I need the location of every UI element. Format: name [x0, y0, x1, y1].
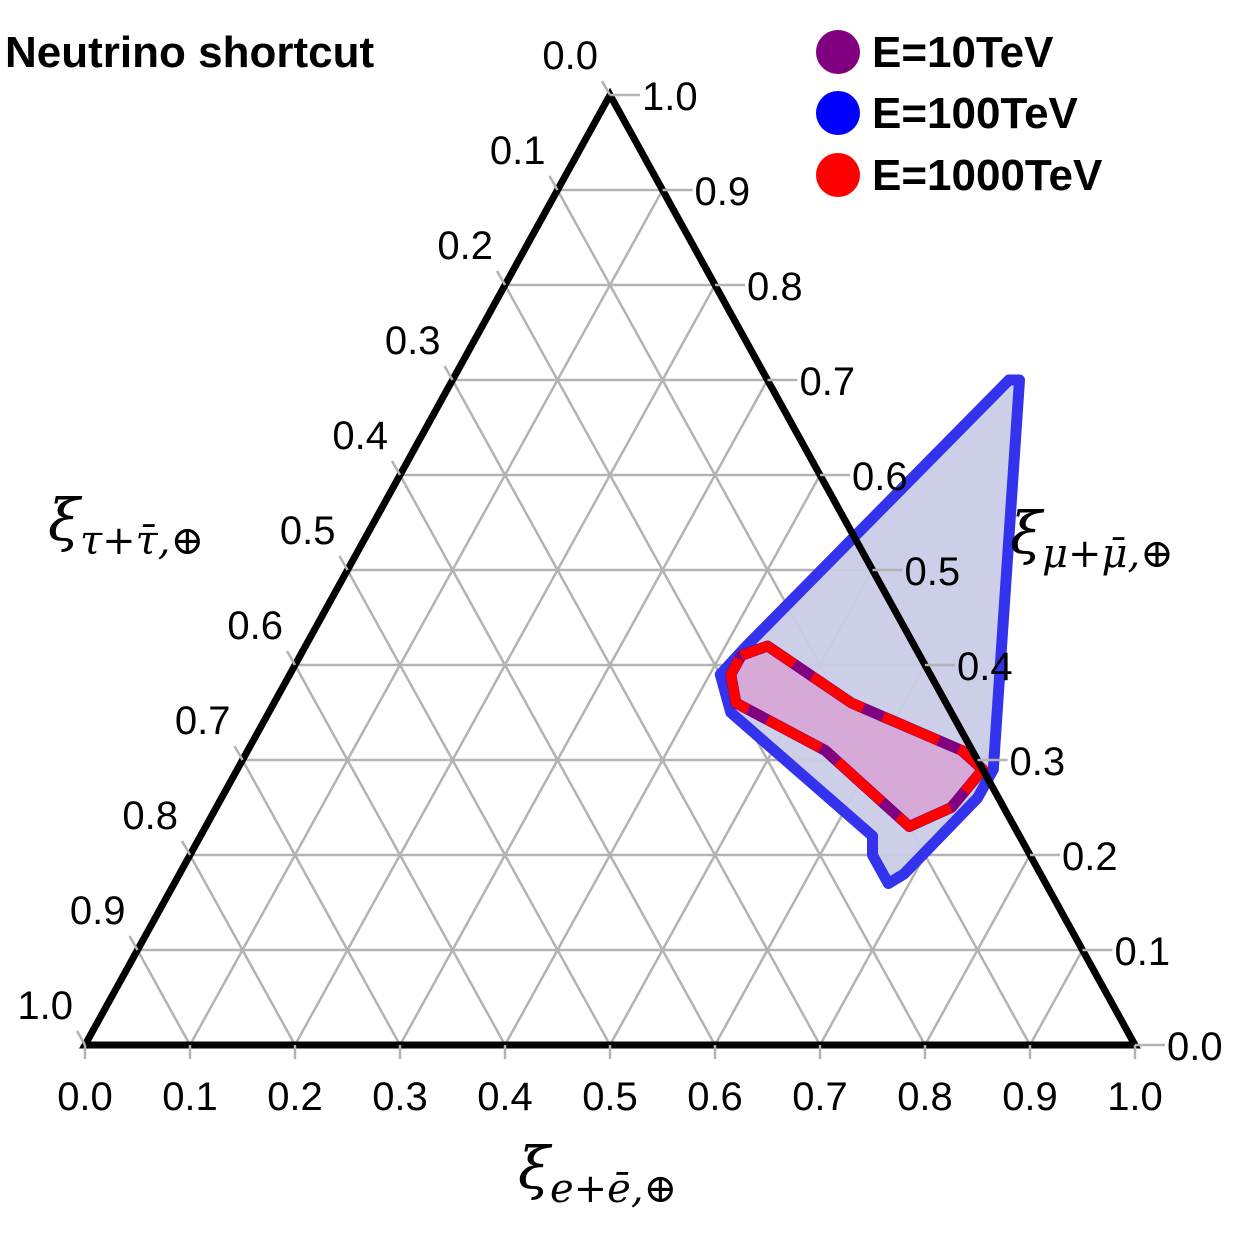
legend-swatch-100tev — [816, 91, 860, 135]
bottom-tick-label: 0.5 — [582, 1075, 638, 1119]
chart-title: Neutrino shortcut — [5, 28, 374, 77]
bottom-tick-label: 1.0 — [1107, 1075, 1163, 1119]
bottom-tick-label: 0.1 — [162, 1075, 218, 1119]
legend-label-1000tev: E=1000TeV — [872, 151, 1103, 200]
bottom-tick-label: 0.0 — [57, 1075, 113, 1119]
bottom-tick-label: 0.8 — [897, 1075, 953, 1119]
left-tick-label: 0.3 — [385, 319, 441, 363]
left-tick — [338, 555, 349, 571]
grid-line — [346, 569, 612, 1046]
grid-line — [188, 854, 297, 1046]
legend: E=10TeV E=100TeV E=1000TeV — [816, 28, 1103, 200]
left-tick — [128, 935, 139, 951]
grid-line — [241, 759, 402, 1046]
left-tick-label: 0.9 — [70, 889, 126, 933]
left-tick — [75, 1030, 87, 1046]
legend-item-1000tev: E=1000TeV — [816, 151, 1103, 200]
grid-line — [188, 189, 664, 1046]
left-tick-label: 0.0 — [542, 34, 598, 78]
bottom-tick-label: 0.6 — [687, 1075, 743, 1119]
bottom-tick-label: 0.3 — [372, 1075, 428, 1119]
grid-line — [451, 379, 822, 1046]
left-tick — [495, 270, 507, 286]
right-tick-label: 0.7 — [800, 360, 856, 404]
legend-item-10tev: E=10TeV — [816, 28, 1054, 77]
bottom-axis-label: ξe+ē,⊕ — [518, 1134, 677, 1212]
right-tick-label: 0.3 — [1010, 740, 1066, 784]
right-tick-label: 0.1 — [1115, 930, 1171, 974]
left-tick-label: 0.5 — [280, 509, 336, 553]
right-tick-label: 1.0 — [642, 75, 698, 119]
bottom-tick-label: 0.9 — [1002, 1075, 1058, 1119]
legend-label-100tev: E=100TeV — [872, 89, 1079, 138]
right-tick-label: 0.8 — [747, 265, 803, 309]
legend-swatch-1000tev — [816, 153, 860, 197]
right-tick-label: 0.4 — [957, 645, 1013, 689]
right-axis-label: ξμ+μ̄,⊕ — [1010, 499, 1174, 577]
tick-labels: 0.0 0.0 0.0 0.1 0.1 0.1 0.2 0.2 0.2 0.3 0.3 0.3 0.4 0… — [17, 34, 1222, 1119]
left-tick-label: 0.6 — [227, 604, 283, 648]
left-tick-label: 0.7 — [175, 699, 231, 743]
bottom-tick-label: 0.2 — [267, 1075, 323, 1119]
left-tick — [600, 80, 612, 96]
legend-swatch-10tev — [816, 30, 860, 74]
grid-line — [398, 379, 769, 1046]
grid-line — [923, 854, 1032, 1046]
left-tick — [443, 365, 454, 381]
bottom-tick-label: 0.4 — [477, 1075, 533, 1119]
legend-item-100tev: E=100TeV — [816, 89, 1079, 138]
right-tick-label: 0.5 — [905, 550, 961, 594]
left-tick-label: 0.1 — [490, 129, 546, 173]
region-e1000tev — [725, 641, 988, 832]
left-tick-label: 0.8 — [122, 794, 178, 838]
right-tick-label: 0.9 — [695, 170, 751, 214]
left-tick — [285, 650, 297, 666]
right-tick-label: 0.6 — [852, 455, 908, 499]
grid-line — [293, 664, 507, 1046]
left-tick — [233, 745, 244, 761]
right-tick-label: 0.2 — [1062, 835, 1118, 879]
left-tick — [548, 175, 559, 191]
legend-label-10tev: E=10TeV — [872, 28, 1054, 77]
left-tick-label: 1.0 — [17, 984, 73, 1028]
grid-lines — [136, 188, 1084, 1046]
bottom-tick-label: 0.7 — [792, 1075, 848, 1119]
grid-line — [1028, 949, 1084, 1046]
left-tick-label: 0.2 — [437, 224, 493, 268]
left-tick — [180, 840, 192, 856]
left-axis-label: ξτ+τ̄,⊕ — [48, 486, 204, 564]
right-tick-label: 0.0 — [1167, 1025, 1223, 1069]
left-tick-label: 0.4 — [332, 414, 388, 458]
contour-regions — [714, 374, 1025, 889]
left-tick — [390, 460, 402, 476]
grid-line — [136, 949, 192, 1046]
